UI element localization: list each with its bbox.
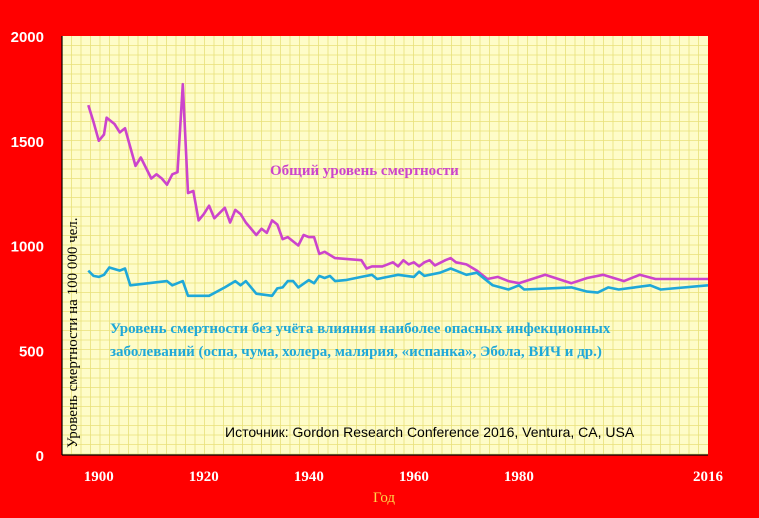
series-line-total [87, 82, 708, 285]
source-note: Источник: Gordon Research Conference 201… [225, 424, 635, 440]
series-lines [87, 82, 709, 298]
y-axis-title: Уровень смертности на 100 000 чел. [65, 217, 81, 448]
grid-lines [62, 36, 708, 455]
y-tick-label: 1000 [11, 239, 44, 256]
noinfection-mortality-label-line1: Уровень смертности без учёта влияния наи… [110, 321, 611, 337]
x-tick-label: 1960 [399, 469, 429, 485]
y-tick-label: 500 [19, 343, 44, 360]
x-tick-label: 2016 [693, 469, 724, 485]
series-line-noinf [87, 266, 709, 298]
y-tick-label: 1500 [11, 134, 44, 151]
axes [61, 36, 708, 456]
x-tick-label: 1940 [294, 469, 324, 485]
x-tick-labels: 1900 1920 1940 1960 1980 2016 [84, 469, 724, 485]
y-tick-label: 0 [36, 448, 44, 465]
x-tick-label: 1980 [504, 469, 534, 485]
x-tick-label: 1920 [189, 469, 219, 485]
x-axis-title: Год [373, 490, 395, 506]
total-mortality-label: Общий уровень смертности [270, 163, 459, 179]
y-tick-label: 2000 [11, 29, 44, 46]
noinfection-mortality-label-line2: заболеваний (оспа, чума, холера, малярия… [110, 344, 602, 360]
y-tick-labels: 0 500 1000 1500 2000 [11, 29, 44, 465]
x-tick-label: 1900 [84, 469, 114, 485]
